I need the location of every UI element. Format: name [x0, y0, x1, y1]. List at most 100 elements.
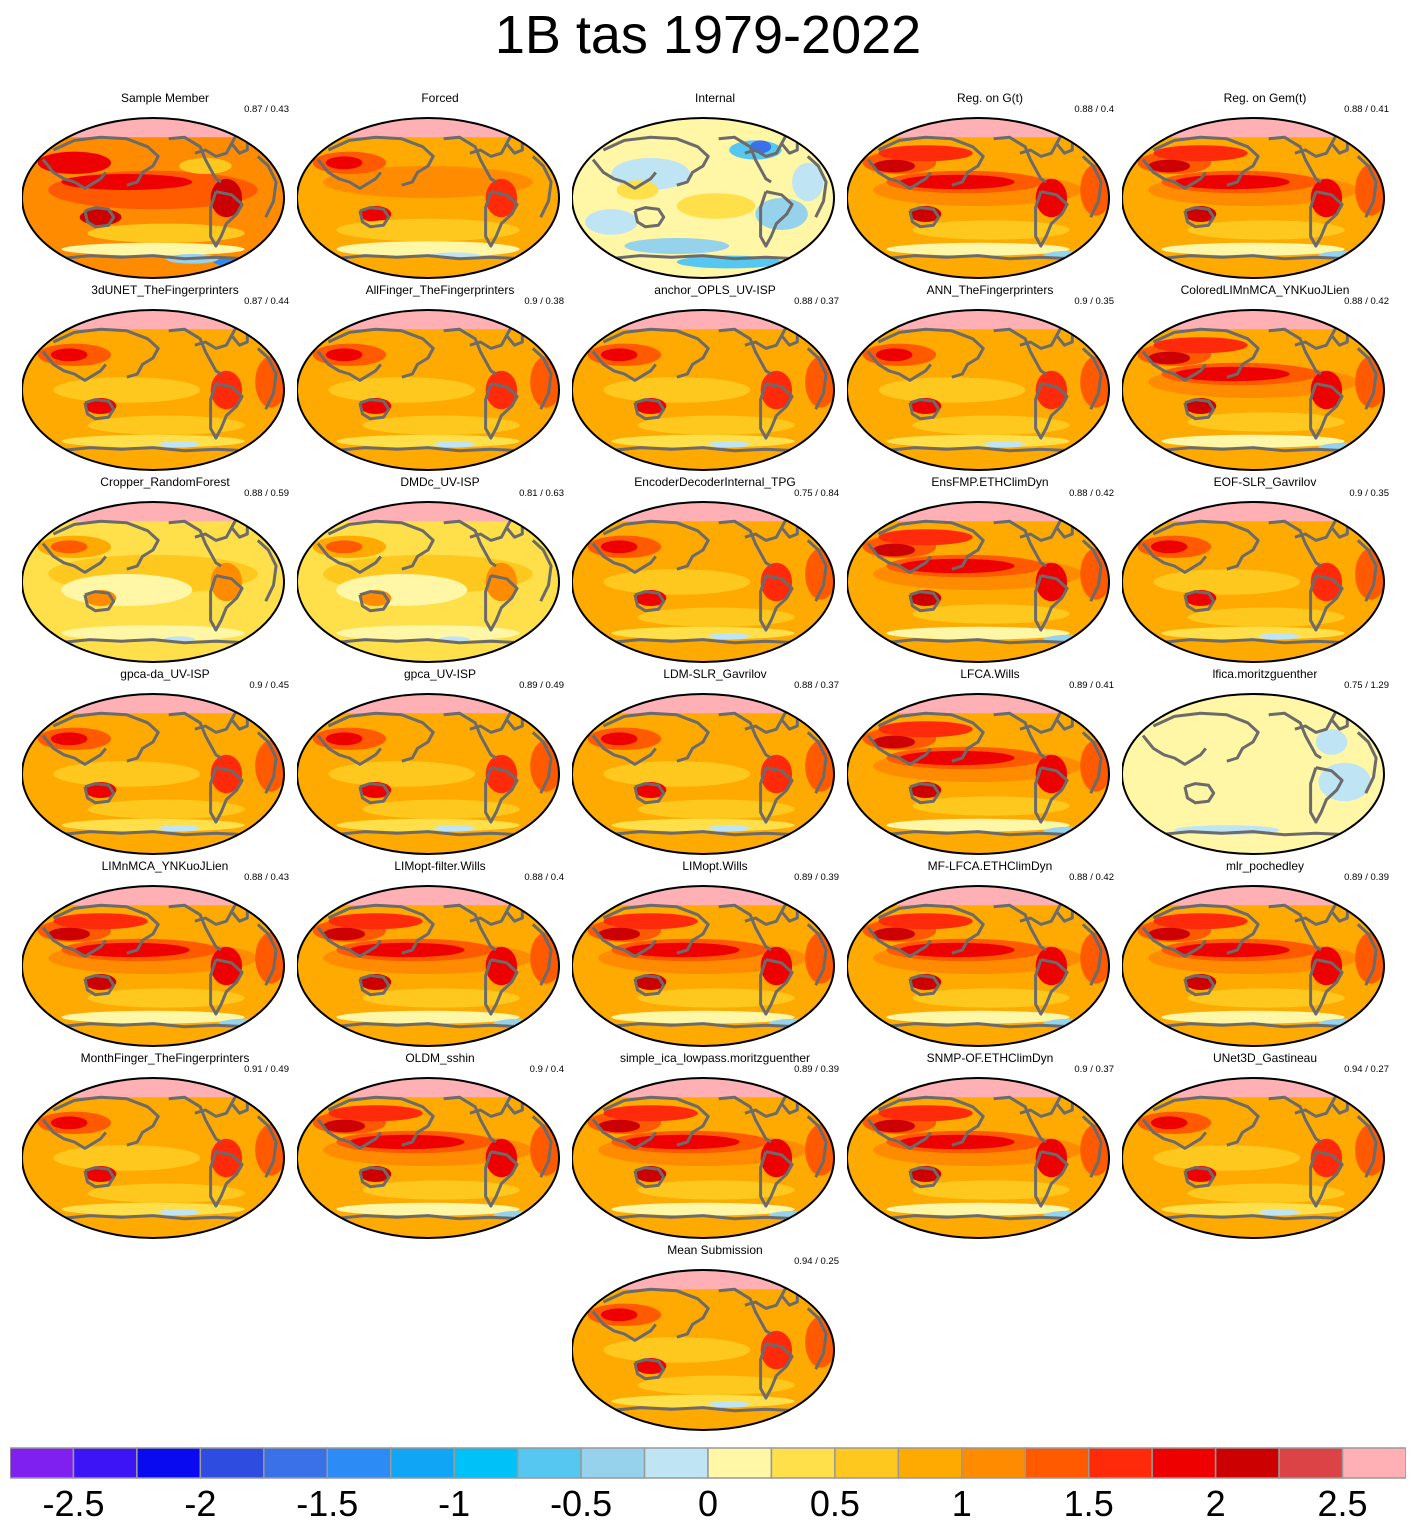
anomaly-region: [1035, 946, 1068, 986]
colorbar-tick-label: 2: [1205, 1483, 1226, 1524]
map-panel: anchor_OPLS_UV-ISP 0.88 / 0.37: [572, 284, 847, 476]
coastline: [327, 711, 435, 763]
colorbar-swatch: [961, 1447, 1027, 1479]
anomaly-region: [1315, 729, 1348, 755]
coastline: [1034, 574, 1069, 632]
coastline: [333, 638, 523, 645]
coastline: [58, 638, 248, 645]
coastline: [1356, 923, 1378, 986]
coastline: [908, 398, 941, 421]
coastline: [41, 734, 107, 766]
anomaly-region: [1148, 351, 1191, 365]
coastline: [83, 590, 116, 613]
anomaly-region: [873, 1119, 916, 1133]
coastline: [1081, 347, 1103, 410]
coastline: [83, 782, 116, 805]
anomaly-region: [323, 927, 366, 941]
panel-score: 0.88 / 0.4: [524, 872, 564, 883]
anomaly-region: [873, 927, 916, 941]
anomaly-region: [1150, 540, 1188, 554]
anomaly-region: [1310, 946, 1343, 986]
map-border: [1122, 693, 1385, 855]
anomaly-region: [1153, 569, 1301, 595]
colorbar-swatch: [10, 1447, 75, 1479]
anomaly-region: [1187, 1183, 1345, 1203]
coastline: [1268, 1095, 1322, 1144]
coastline: [327, 1095, 435, 1147]
panel-score: 0.9 / 0.35: [1074, 296, 1114, 307]
anomaly-region: [637, 1375, 795, 1395]
panel-score: 0.9 / 0.37: [1074, 1064, 1114, 1075]
coastline: [1158, 446, 1348, 453]
anomaly-region: [1174, 366, 1290, 382]
coastline: [759, 1342, 794, 1400]
map-svg: [297, 117, 560, 279]
coastline: [1152, 327, 1260, 379]
anomaly-region: [611, 1202, 795, 1216]
coastline: [531, 539, 553, 602]
coastline: [194, 718, 233, 734]
map-border: [847, 693, 1110, 855]
coastline: [591, 158, 657, 190]
coastline: [806, 1115, 828, 1178]
coastline: [1294, 1102, 1333, 1118]
coastline: [168, 327, 222, 376]
coastline: [256, 923, 278, 986]
panel-score: 0.89 / 0.39: [1344, 872, 1389, 883]
map-border: [297, 693, 560, 855]
coastline: [83, 206, 116, 229]
coastline: [469, 334, 508, 350]
map-border: [572, 1077, 835, 1239]
coastline: [744, 718, 783, 734]
coastline: [209, 1150, 244, 1208]
colorbar-swatch: [1341, 1447, 1406, 1479]
anomaly-region: [624, 942, 740, 958]
anomaly-region: [87, 799, 245, 819]
anomaly-region: [1310, 562, 1343, 602]
coastline: [1019, 334, 1058, 350]
map-svg: [847, 309, 1110, 471]
coastline: [591, 350, 657, 382]
coastline: [52, 711, 160, 763]
colorbar-tick-label: -2.5: [42, 1483, 105, 1524]
coastline: [718, 1287, 772, 1336]
anomaly-region: [87, 223, 245, 243]
anomaly-region: [87, 988, 245, 1008]
anomaly-region: [708, 1401, 751, 1408]
map-border: [297, 117, 560, 279]
coastline: [168, 1095, 222, 1144]
map-border: [572, 501, 835, 663]
panel-score: 0.88 / 0.4: [1074, 104, 1114, 115]
anomaly-region: [210, 562, 243, 602]
coastline: [883, 446, 1073, 453]
coastline: [1268, 135, 1322, 184]
coastline: [1268, 519, 1322, 568]
map-svg: [847, 117, 1110, 279]
coastline: [633, 974, 666, 997]
coastline: [194, 526, 233, 542]
coastline: [194, 334, 233, 350]
anomaly-region: [1035, 754, 1068, 794]
coastline: [866, 158, 932, 190]
map-svg: [297, 693, 560, 855]
coastline: [469, 142, 508, 158]
coastline: [58, 1214, 248, 1221]
coastline: [443, 135, 497, 184]
coastline: [877, 903, 985, 955]
colorbar-swatch: [1214, 1447, 1280, 1479]
coastline: [718, 1095, 772, 1144]
map-panel: SNMP-OF.ETHClimDyn 0.9 / 0.37: [847, 1052, 1122, 1244]
coastline: [608, 254, 798, 261]
anomaly-region: [433, 441, 476, 448]
coastline: [316, 926, 382, 958]
coastline: [1034, 190, 1069, 248]
coastline: [1158, 1022, 1348, 1029]
anomaly-region: [53, 377, 201, 403]
map-panel: MF-LFCA.ETHClimDyn 0.88 / 0.42: [847, 860, 1122, 1052]
anomaly-region: [50, 348, 88, 362]
coastline: [1294, 718, 1333, 734]
colorbar-swatch: [897, 1447, 963, 1479]
anomaly-region: [637, 1180, 795, 1200]
coastline: [41, 350, 107, 382]
anomaly-region: [433, 825, 476, 832]
